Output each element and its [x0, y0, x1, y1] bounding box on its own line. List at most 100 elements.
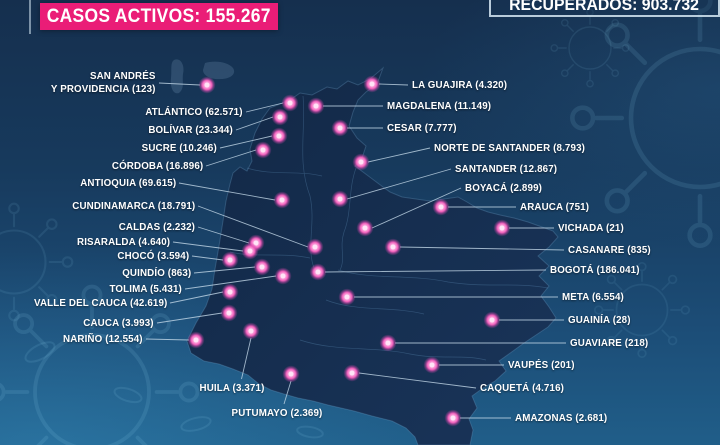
map-dot-core-antioquia — [279, 197, 285, 203]
connector-santander — [346, 168, 452, 200]
dept-label-choco: CHOCÓ (3.594) — [117, 250, 189, 262]
dept-label-vichada: VICHADA (21) — [558, 222, 624, 234]
connector-tolima — [184, 275, 277, 290]
dept-label-putumayo: PUTUMAYO (2.369) — [231, 407, 323, 419]
map-dot-core-vichada — [499, 225, 505, 231]
connector-bogota — [324, 269, 547, 273]
map-dot-core-norte-de-santander — [358, 159, 364, 165]
dept-label-narino: NARIÑO (12.554) — [63, 333, 143, 345]
dept-label-meta: META (6.554) — [562, 291, 624, 303]
san-andres-islands — [170, 59, 235, 94]
connector-caldas — [197, 226, 250, 244]
dept-label-casanare: CASANARE (835) — [568, 244, 651, 256]
connector-risaralda — [172, 241, 244, 252]
map-dot-core-la-guajira — [369, 81, 375, 87]
map-dot-core-valle-del-cauca — [227, 289, 233, 295]
dept-label-cesar: CESAR (7.777) — [387, 122, 457, 134]
dept-label-cauca: CAUCA (3.993) — [83, 317, 154, 329]
connector-sucre — [219, 135, 273, 149]
active-cases-banner: CASOS ACTIVOS: 155.267 — [40, 3, 278, 30]
map-dot-core-meta — [344, 294, 350, 300]
map-dot-core-amazonas — [450, 415, 456, 421]
map-dot-core-santander — [337, 196, 343, 202]
map-dot-core-cesar — [337, 125, 343, 131]
dept-label-quindio: QUINDÍO (863) — [121, 267, 191, 279]
map-dot-core-atlantico — [287, 100, 293, 106]
map-dot-core-sucre — [276, 133, 282, 139]
dept-label-magdalena: MAGDALENA (11.149) — [387, 100, 492, 112]
dept-label-guainia: GUAINÍA (28) — [568, 314, 631, 326]
map-dots — [187, 75, 511, 427]
dept-label-caqueta: CAQUETÁ (4.716) — [480, 382, 565, 394]
map-dot-core-san-andres-y-providencia — [204, 82, 210, 88]
dept-label-amazonas: AMAZONAS (2.681) — [515, 412, 608, 424]
map-dot-core-guaviare — [385, 340, 391, 346]
dept-label-guaviare: GUAVIARE (218) — [570, 337, 649, 349]
map-dot-core-cauca — [226, 310, 232, 316]
map-dot-core-narino — [193, 337, 199, 343]
map-dot-core-quindio — [259, 264, 265, 270]
dept-label-antioquia: ANTIOQUIA (69.615) — [79, 177, 176, 189]
map-dot-core-huila — [248, 328, 254, 334]
dept-label-norte-de-santander: NORTE DE SANTANDER (8.793) — [434, 142, 586, 154]
map-dot-core-casanare — [390, 244, 396, 250]
dept-label-caldas: CALDAS (2.232) — [118, 221, 195, 233]
connector-cordoba — [205, 149, 257, 167]
map-dot-core-bogota — [315, 269, 321, 275]
map-dot-core-boyaca — [362, 225, 368, 231]
department-borders — [229, 95, 549, 361]
connector-norte-de-santander — [367, 147, 431, 163]
connector-valle-del-cauca — [169, 291, 224, 304]
dept-label-sucre: SUCRE (10.246) — [141, 142, 217, 154]
map-dot-core-tolima — [280, 273, 286, 279]
connector-san-andres-y-providencia — [158, 82, 201, 86]
dept-label-vaupes: VAUPÉS (201) — [508, 359, 575, 371]
dept-label-san-andres-y-providencia: SAN ANDRÉS Y PROVIDENCIA (123) — [51, 70, 156, 95]
connector-huila — [241, 337, 252, 380]
dept-label-bolivar: BOLÍVAR (23.344) — [148, 124, 233, 136]
frame-line — [29, 0, 31, 34]
map-dot-core-choco — [227, 257, 233, 263]
recovered-title: RECUPERADOS: 903.732 — [509, 0, 700, 14]
connector-cauca — [156, 312, 223, 324]
connector-antioquia — [178, 182, 276, 201]
dept-label-cundinamarca: CUNDINAMARCA (18.791) — [71, 200, 195, 212]
dept-label-boyaca: BOYACÁ (2.899) — [465, 182, 543, 194]
dept-label-atlantico: ATLÁNTICO (62.571) — [145, 106, 243, 118]
map-dot-core-vaupes — [429, 362, 435, 368]
dept-label-cordoba: CÓRDOBA (16.896) — [111, 160, 203, 172]
connector-la-guajira — [378, 83, 409, 86]
connector-bolivar — [235, 116, 274, 131]
connector-atlantico — [245, 102, 284, 113]
map-dot-core-bolivar — [277, 114, 283, 120]
map-dot-core-arauca — [438, 204, 444, 210]
map-dot-core-magdalena — [313, 103, 319, 109]
dept-label-santander: SANTANDER (12.867) — [455, 163, 558, 175]
map-dot-core-caqueta — [349, 370, 355, 376]
dept-label-bogota: BOGOTÁ (186.041) — [550, 264, 640, 276]
map-dot-core-guainia — [489, 317, 495, 323]
connector-cundinamarca — [197, 205, 309, 248]
active-cases-title: CASOS ACTIVOS: 155.267 — [47, 5, 272, 27]
dept-label-la-guajira: LA GUAJIRA (4.320) — [412, 79, 508, 91]
dept-label-huila: HUILA (3.371) — [199, 382, 265, 394]
map-dot-core-putumayo — [288, 371, 294, 377]
dept-label-tolima: TOLIMA (5.431) — [109, 283, 182, 295]
connector-caqueta — [358, 372, 477, 389]
connector-boyaca — [371, 187, 462, 229]
map-dot-core-cundinamarca — [312, 244, 318, 250]
dept-label-valle-del-cauca: VALLE DEL CAUCA (42.619) — [33, 297, 167, 309]
connector-putumayo — [283, 380, 292, 405]
connector-narino — [145, 338, 190, 341]
map-dot-core-cordoba — [260, 147, 266, 153]
connector-lines — [145, 82, 566, 419]
connector-casanare — [399, 246, 565, 251]
colombia-outline — [186, 66, 559, 445]
recovered-box: RECUPERADOS: 903.732 — [489, 0, 720, 17]
connector-choco — [191, 255, 224, 261]
map-dot-core-risaralda — [247, 248, 253, 254]
connector-quindio — [193, 266, 256, 274]
